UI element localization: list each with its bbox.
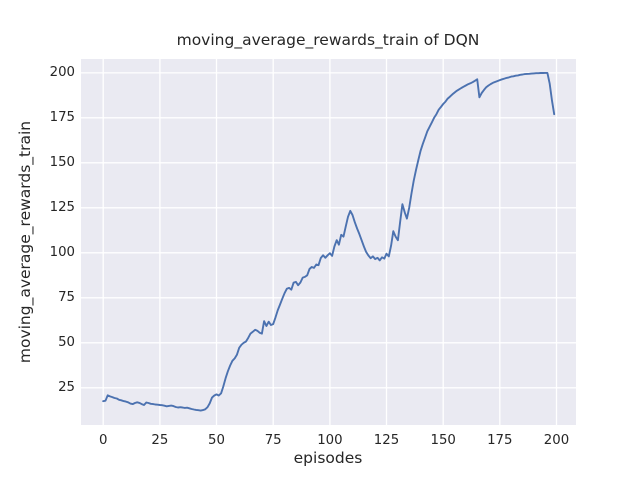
y-tick-label: 75 (58, 290, 75, 306)
x-tick-label: 150 (430, 433, 456, 448)
x-tick-label: 75 (264, 433, 282, 448)
x-axis-label: episodes (293, 449, 363, 467)
x-tick-label: 0 (98, 433, 108, 448)
y-tick-label: 150 (49, 155, 75, 171)
x-tick-label: 175 (487, 433, 513, 448)
x-tick-label: 100 (317, 433, 343, 448)
y-tick-label: 50 (58, 335, 75, 351)
x-tick-label: 200 (543, 433, 570, 448)
chart-title: moving_average_rewards_train of DQN (176, 31, 480, 49)
x-tick-label: 25 (151, 433, 169, 448)
line-series-dqn (102, 71, 556, 412)
plot-background (81, 59, 576, 425)
x-tick-label: 50 (208, 433, 225, 448)
y-tick-label: 25 (58, 380, 75, 396)
y-tick-label: 175 (49, 110, 75, 126)
x-tick-label: 125 (373, 433, 400, 448)
y-tick-label: 200 (49, 65, 75, 81)
y-tick-label: 100 (49, 245, 75, 261)
y-tick-label: 125 (49, 200, 75, 216)
